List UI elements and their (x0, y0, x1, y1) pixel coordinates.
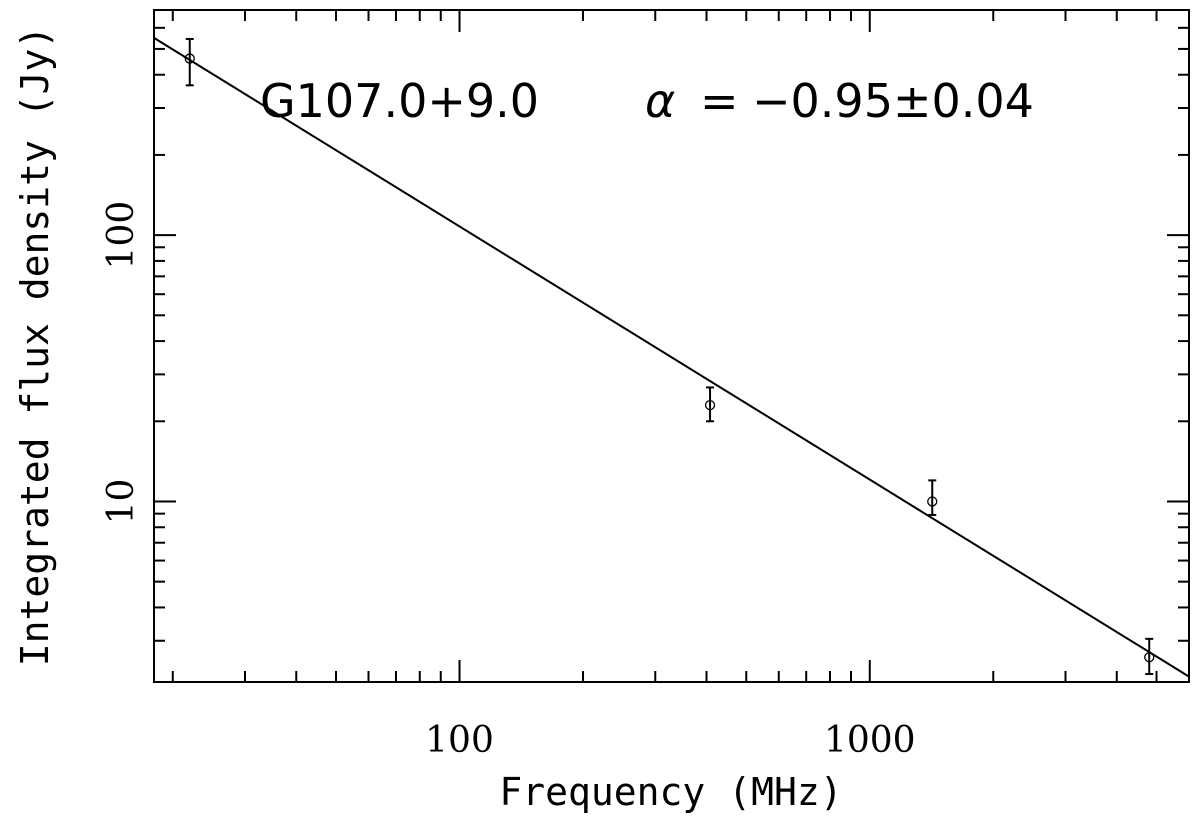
y-tick-label-10: 10 (101, 479, 142, 525)
plot-frame (153, 9, 1190, 683)
x-tick-label-100: 100 (425, 720, 494, 761)
alpha-symbol: α (645, 74, 675, 128)
source-name-label: G107.0+9.0 (260, 74, 539, 128)
x-axis-title: Frequency (MHz) (499, 770, 842, 814)
data-point (184, 53, 195, 64)
data-point (1144, 652, 1155, 663)
y-axis-title: Integrated flux density (Jy) (13, 26, 57, 667)
data-points (184, 37, 1155, 676)
power-law-fit-line (153, 37, 1190, 678)
axis-ticks (154, 9, 1190, 682)
data-point (704, 399, 716, 411)
x-tick-label-1000: 1000 (824, 720, 916, 761)
spectral-index-value: −0.95±0.04 (752, 74, 1034, 128)
y-tick-label-100: 100 (101, 201, 142, 270)
alpha-equals: = (700, 74, 739, 128)
data-point (927, 496, 938, 507)
